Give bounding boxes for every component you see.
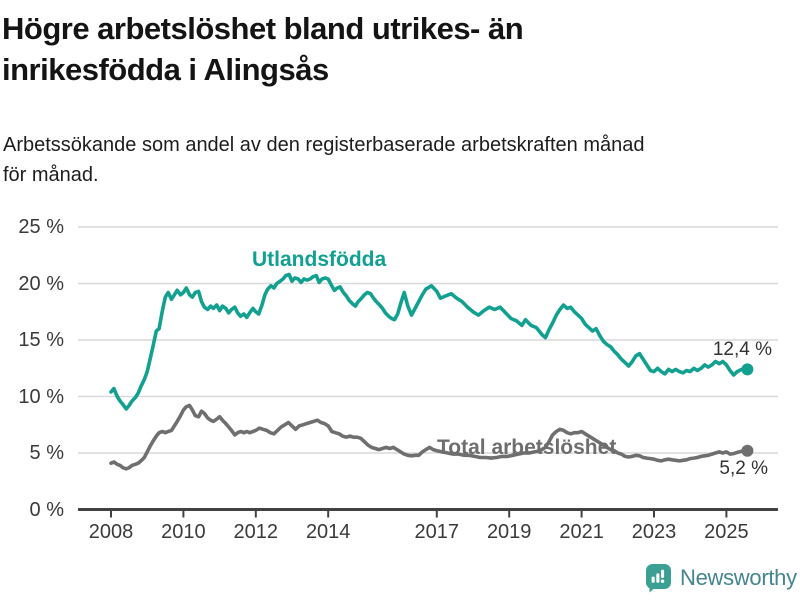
x-tick-label: 2008	[88, 521, 134, 543]
brand-name: Newsworthy	[680, 565, 797, 590]
y-tick-label: 5 %	[29, 442, 64, 464]
y-tick-label: 25 %	[18, 216, 64, 238]
y-tick-label: 20 %	[18, 272, 64, 295]
x-tick-label: 2021	[559, 521, 604, 543]
x-tick-label: 2025	[704, 521, 749, 543]
page-title: Högre arbetslöshet bland utrikes- än inr…	[2, 8, 524, 90]
end-value-label-utlandsfodda: 12,4 %	[712, 339, 772, 360]
series-line-total-arbetsl-shet	[109, 403, 750, 471]
title-line-1: Högre arbetslöshet bland utrikes- än	[2, 11, 524, 46]
y-tick-label: 15 %	[18, 329, 64, 351]
title-line-2: inrikesfödda i Alingsås	[2, 52, 329, 87]
series-end-dot	[741, 444, 754, 457]
newsworthy-logo: Newsworthy	[645, 563, 797, 593]
x-tick-label: 2019	[486, 521, 532, 543]
x-tick-label: 2014	[305, 521, 351, 543]
x-tick-label: 2017	[414, 521, 460, 543]
x-tick-label: 2023	[631, 521, 677, 543]
end-value-label-total: 5,2 %	[719, 458, 768, 479]
subtitle-line-1: Arbetssökande som andel av den registerb…	[3, 134, 645, 156]
subtitle-line-2: för månad.	[3, 164, 99, 186]
y-tick-label: 10 %	[18, 385, 64, 408]
bar-chart-speech-bubble-icon	[646, 564, 671, 593]
series-label-utlandsfodda: Utlandsfödda	[252, 248, 387, 271]
series-line-utlandsf-dda	[109, 272, 750, 411]
series-end-dot	[741, 363, 754, 376]
series-label-total-arbetsloshet: Total arbetslöshet	[437, 436, 617, 459]
chart-subtitle: Arbetssökande som andel av den registerb…	[3, 130, 645, 190]
x-tick-label: 2010	[161, 521, 206, 543]
x-tick-label: 2012	[233, 521, 279, 543]
y-tick-label: 0 %	[29, 498, 64, 521]
